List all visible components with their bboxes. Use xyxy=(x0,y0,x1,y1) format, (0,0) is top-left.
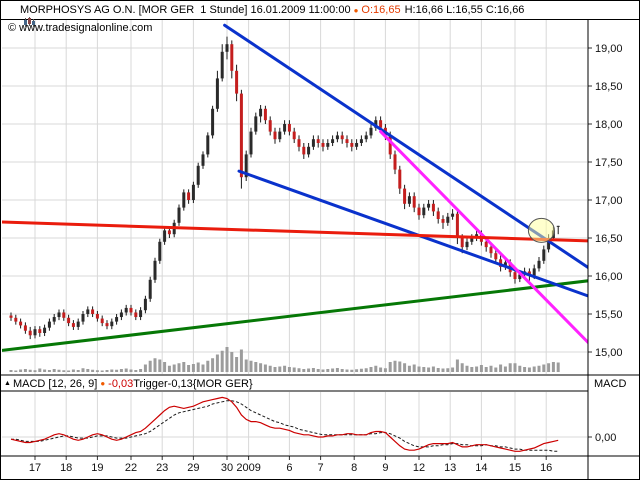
svg-text:19,00: 19,00 xyxy=(595,43,623,55)
open-value: O:16,65 xyxy=(361,4,401,16)
svg-text:23: 23 xyxy=(156,462,168,474)
svg-text:7: 7 xyxy=(318,462,324,474)
svg-text:6: 6 xyxy=(286,462,292,474)
macd-value: -0,03 xyxy=(108,377,134,390)
svg-text:18: 18 xyxy=(60,462,72,474)
macd-trigger-value: -0,13 xyxy=(167,377,193,390)
chart-title-bar: MORPHOSYS AG O.N. [MOR GER 1 Stunde] 16.… xyxy=(1,1,639,27)
time-axis[interactable]: 17 18 19 22 23 29 30 2009 6 7 8 9 12 13 14 15 16 xyxy=(29,456,552,474)
svg-text:17: 17 xyxy=(29,462,41,474)
svg-text:13: 13 xyxy=(444,462,456,474)
chart-title: MORPHOSYS AG O.N. [MOR GER 1 Stunde] 16.… xyxy=(20,4,351,16)
watermark-copyright: © www.tradesignalonline.com xyxy=(8,22,153,34)
svg-text:17,50: 17,50 xyxy=(595,157,623,169)
macd-trigger-label: Trigger xyxy=(133,377,168,390)
svg-text:2009: 2009 xyxy=(236,462,260,474)
macd-pane[interactable] xyxy=(2,392,587,455)
price-marker-dot-icon: ● xyxy=(353,5,359,15)
svg-text:30: 30 xyxy=(221,462,233,474)
svg-text:16: 16 xyxy=(540,462,552,474)
svg-text:22: 22 xyxy=(125,462,137,474)
macd-indicator-header: ▲ MACD [12, 26, 9] ● -0,03 Trigger -0,13… xyxy=(4,377,253,390)
macd-axis-label: MACD xyxy=(594,378,627,390)
pane-separators xyxy=(1,19,639,479)
macd-name: MACD [12, 26, 9] xyxy=(12,377,98,390)
svg-text:0,00: 0,00 xyxy=(595,432,616,444)
svg-text:17,00: 17,00 xyxy=(595,195,623,207)
svg-text:9: 9 xyxy=(382,462,388,474)
macd-marker-dot-icon: ● xyxy=(100,379,106,388)
collapse-pane-icon[interactable]: ▲ xyxy=(4,380,11,387)
svg-text:16,50: 16,50 xyxy=(595,233,623,245)
svg-text:16,00: 16,00 xyxy=(595,271,623,283)
svg-text:14: 14 xyxy=(475,462,487,474)
svg-text:12: 12 xyxy=(413,462,425,474)
svg-text:18,50: 18,50 xyxy=(595,81,623,93)
svg-text:15,00: 15,00 xyxy=(595,347,623,359)
price-pane[interactable] xyxy=(1,20,599,374)
svg-text:19: 19 xyxy=(91,462,103,474)
price-axis[interactable]: 19,00 18,50 18,00 17,50 17,00 16,50 16,00 15,50… xyxy=(588,43,623,444)
chart-icon xyxy=(5,4,36,27)
svg-text:8: 8 xyxy=(351,462,357,474)
svg-text:18,00: 18,00 xyxy=(595,119,623,131)
svg-text:15: 15 xyxy=(509,462,521,474)
svg-text:29: 29 xyxy=(187,462,199,474)
hlc-values: H:16,66 L:16,55 C:16,66 xyxy=(404,4,525,16)
svg-text:15,50: 15,50 xyxy=(595,309,623,321)
macd-symbol-suffix: {MOR GER} xyxy=(192,377,253,390)
